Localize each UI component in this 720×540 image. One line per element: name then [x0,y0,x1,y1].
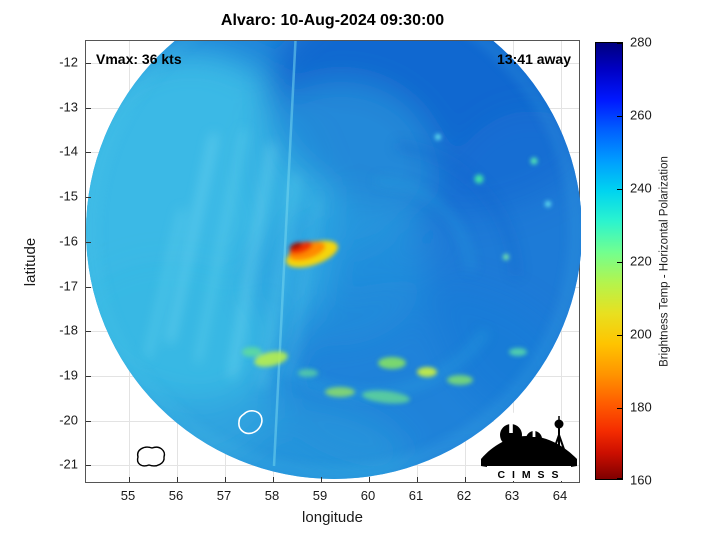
axis-tick [86,331,91,332]
axis-tick [86,152,91,153]
axis-tick [86,287,91,288]
axis-tick [86,108,91,109]
colorbar-tick [617,408,622,409]
axis-tick [86,465,91,466]
satellite-swath-image [86,41,581,479]
x-tick-label: 58 [264,488,280,503]
observatory-dome-icon [526,431,542,447]
radio-tower-icon [551,427,567,456]
swath-rim [87,41,581,478]
colorbar-tick [617,335,622,336]
y-tick-label: -16 [59,233,78,249]
y-tick-label: -13 [59,99,78,115]
colorbar-tick-label: 200 [630,326,652,342]
axis-tick [86,242,91,243]
y-tick-label: -14 [59,143,78,159]
colorbar-tick [617,116,622,117]
plot-area: C I M S S Vmax: 36 kts 13:41 away [85,40,581,483]
colorbar-tick-label: 220 [630,253,652,269]
swath-seam [272,41,300,467]
logo-hill-silhouette [481,436,577,470]
colorbar-tick-label: 260 [630,107,652,123]
axis-tick [129,477,130,482]
colorbar-tick [617,189,622,190]
logo-text: C I M S S [498,469,561,481]
y-tick-label: -12 [59,54,78,70]
colorbar-tick-label: 180 [630,399,652,415]
x-tick-label: 55 [120,488,136,503]
x-tick-label: 63 [504,488,520,503]
colorbar-tick [617,43,622,44]
axis-tick [417,477,418,482]
isolated-bright-cells [435,134,551,260]
colorbar-tick-label: 280 [630,34,652,50]
colorbar [595,42,623,480]
convective-band [242,347,527,404]
cimss-logo: C I M S S [480,411,578,481]
axis-tick [465,477,466,482]
axis-tick [321,477,322,482]
axis-tick [225,477,226,482]
axis-tick [86,63,91,64]
x-tick-label: 59 [312,488,328,503]
vmax-annotation: Vmax: 36 kts [96,51,182,67]
axis-tick [177,477,178,482]
colorbar-label: Brightness Temp - Horizontal Polarizatio… [658,156,671,367]
y-axis-label: latitude [22,237,39,287]
x-tick-label: 61 [408,488,424,503]
colorbar-tick-label: 160 [630,472,652,488]
coastline-contour-white [238,410,263,435]
colorbar-tick [617,262,622,263]
x-tick-label: 56 [168,488,184,503]
axis-tick [369,477,370,482]
colorbar-tick-label: 240 [630,180,652,196]
axis-tick [273,477,274,482]
y-tick-label: -17 [59,278,78,294]
y-tick-label: -21 [59,456,78,472]
x-tick-label: 57 [216,488,232,503]
axis-tick [86,421,91,422]
x-tick-label: 64 [552,488,568,503]
time-away-annotation: 13:41 away [497,51,571,67]
colorbar-tick [617,478,622,479]
observatory-dome-icon [500,424,522,446]
axis-tick [86,197,91,198]
convection-hot-spot [286,240,338,268]
x-tick-label: 60 [360,488,376,503]
y-tick-label: -18 [59,322,78,338]
x-axis-label: longitude [302,509,363,526]
coastline-contour-black [136,446,166,467]
y-tick-label: -15 [59,188,78,204]
y-tick-label: -19 [59,367,78,383]
x-tick-label: 62 [456,488,472,503]
rain-band-striations [146,129,320,388]
plot-title: Alvaro: 10-Aug-2024 09:30:00 [220,12,445,29]
axis-tick [86,376,91,377]
y-tick-label: -20 [59,412,78,428]
